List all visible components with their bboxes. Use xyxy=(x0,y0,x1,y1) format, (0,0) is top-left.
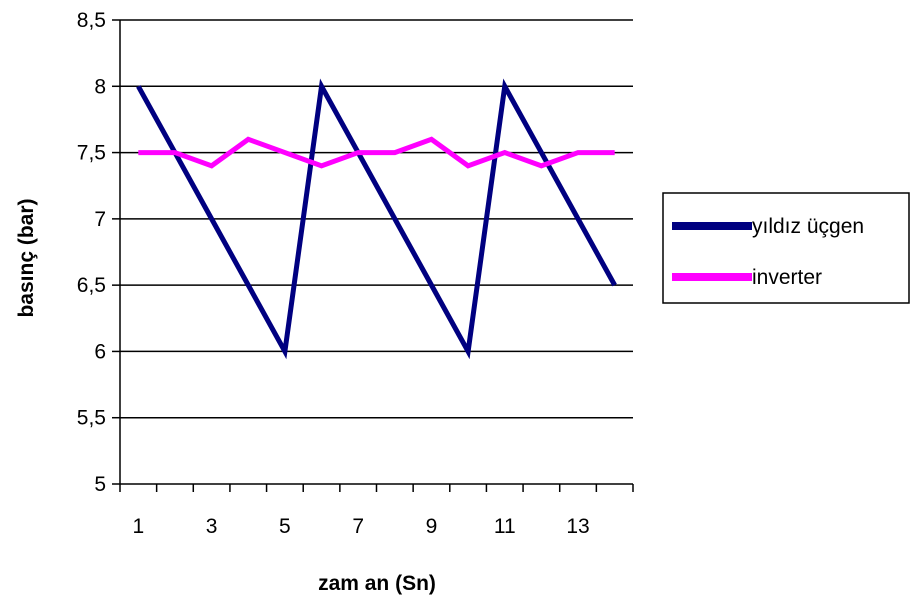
y-tick-label: 8 xyxy=(94,75,106,98)
legend-label: inverter xyxy=(752,266,822,289)
y-tick-label: 6,5 xyxy=(77,274,106,297)
legend-items: yıldız üçgen inverter xyxy=(672,215,864,289)
legend: yıldız üçgen inverter xyxy=(662,192,910,304)
y-tick-label: 5 xyxy=(94,473,106,496)
y-tick-label: 5,5 xyxy=(77,407,106,430)
x-tick-label: 3 xyxy=(206,515,218,538)
series-line-1 xyxy=(136,78,617,360)
x-axis-title: zam an (Sn) xyxy=(318,572,436,595)
y-tick-label: 7 xyxy=(94,208,106,231)
y-axis-title: basınç (bar) xyxy=(15,198,38,317)
series-line-2 xyxy=(138,136,615,169)
y-tick-label: 8,5 xyxy=(77,9,106,32)
x-tick-label: 5 xyxy=(279,515,291,538)
x-tick-label: 1 xyxy=(132,515,144,538)
x-tick-label: 11 xyxy=(494,515,516,538)
y-tick-label: 7,5 xyxy=(77,142,106,165)
axes xyxy=(112,19,634,492)
y-tick-label: 6 xyxy=(94,340,106,363)
x-tick-label: 9 xyxy=(426,515,438,538)
tick-labels: 55,566,577,588,51 3 5 7 9 11 13 xyxy=(77,9,590,538)
legend-box xyxy=(662,192,910,304)
gridlines xyxy=(120,19,633,419)
legend-label: yıldız üçgen xyxy=(752,215,864,238)
series-lines xyxy=(136,78,617,360)
x-tick-label: 13 xyxy=(566,515,589,538)
x-tick-label: 7 xyxy=(352,515,364,538)
